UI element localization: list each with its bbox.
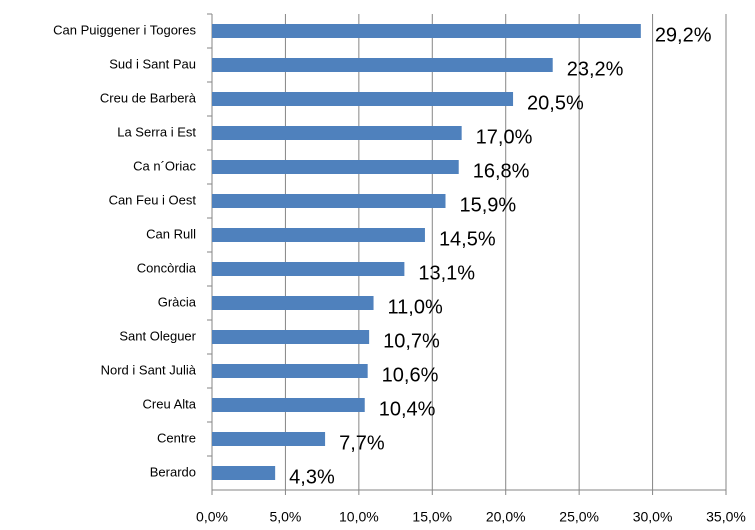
value-label: 15,9% — [460, 194, 517, 216]
value-label: 16,8% — [473, 160, 530, 182]
bar — [212, 398, 365, 412]
bar — [212, 466, 276, 480]
x-tick-label: 15,0% — [412, 509, 452, 525]
value-label: 20,5% — [527, 92, 584, 114]
x-tick-label: 5,0% — [269, 509, 301, 525]
y-tick-label: Creu Alta — [143, 396, 197, 411]
bar — [212, 262, 405, 276]
y-tick-label: Can Rull — [146, 226, 196, 241]
x-tick-label: 30,0% — [633, 509, 673, 525]
value-label: 17,0% — [476, 126, 533, 148]
x-tick-label: 25,0% — [559, 509, 599, 525]
x-tick-label: 20,0% — [486, 509, 526, 525]
y-tick-label: Centre — [157, 430, 196, 445]
y-tick-label: Ca n´Oriac — [133, 158, 196, 173]
y-tick-label: Can Feu i Oest — [109, 192, 197, 207]
bar — [212, 92, 514, 106]
y-tick-label: Gràcia — [158, 294, 197, 309]
value-label: 29,2% — [655, 24, 712, 46]
value-label: 4,3% — [289, 466, 335, 488]
x-tick-label: 10,0% — [339, 509, 379, 525]
x-tick-label: 35,0% — [706, 509, 746, 525]
bar — [212, 330, 370, 344]
value-label: 14,5% — [439, 228, 496, 250]
y-tick-label: Sud i Sant Pau — [109, 56, 196, 71]
bar — [212, 126, 462, 140]
y-tick-label: Sant Oleguer — [119, 328, 196, 343]
value-label: 7,7% — [339, 432, 385, 454]
bar — [212, 194, 446, 208]
y-tick-label: La Serra i Est — [117, 124, 196, 139]
value-label: 10,4% — [379, 398, 436, 420]
value-label: 13,1% — [418, 262, 475, 284]
x-tick-label: 0,0% — [196, 509, 228, 525]
value-label: 10,7% — [383, 330, 440, 352]
y-tick-label: Nord i Sant Julià — [101, 362, 197, 377]
value-label: 10,6% — [382, 364, 439, 386]
bar — [212, 58, 553, 72]
y-tick-label: Concòrdia — [137, 260, 197, 275]
y-tick-label: Creu de Barberà — [100, 90, 197, 105]
y-tick-label: Berardo — [150, 464, 196, 479]
bar — [212, 160, 459, 174]
value-label: 11,0% — [388, 296, 443, 318]
bar — [212, 364, 368, 378]
value-label: 23,2% — [567, 58, 624, 80]
bar — [212, 228, 425, 242]
bar — [212, 296, 374, 310]
bar — [212, 24, 641, 38]
y-tick-label: Can Puiggener i Togores — [53, 22, 196, 37]
bar — [212, 432, 326, 446]
